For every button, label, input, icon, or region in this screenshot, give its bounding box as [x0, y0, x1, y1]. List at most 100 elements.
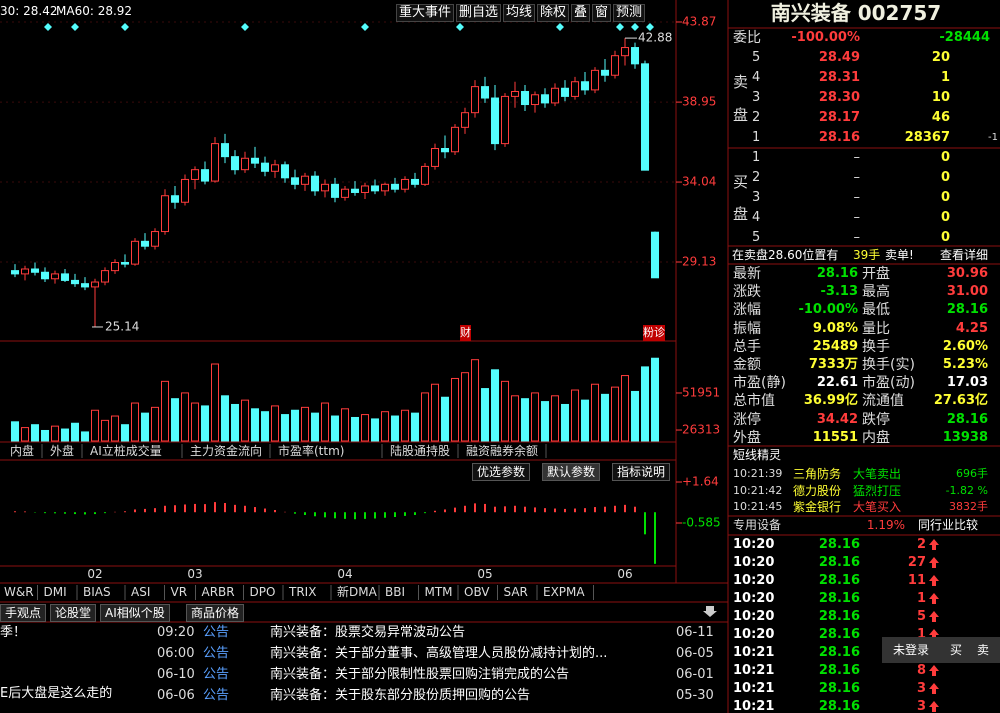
- candle-body: [481, 86, 489, 99]
- candle-body: [221, 143, 229, 158]
- login-bar: [882, 637, 1000, 663]
- industry-link[interactable]: 同行业比较: [918, 518, 979, 532]
- news-title[interactable]: 南兴装备：股票交易异常波动公告: [270, 625, 466, 640]
- volume-bar: [441, 396, 449, 442]
- news-tab[interactable]: 商品价格: [186, 604, 245, 622]
- event-diamond: [456, 23, 464, 31]
- indicator-tab[interactable]: OBV: [464, 585, 490, 599]
- candle-body: [31, 268, 39, 273]
- stat-value: 30.96: [946, 266, 988, 281]
- toolbar-button[interactable]: 除权: [537, 4, 570, 22]
- panel-tab[interactable]: 外盘: [50, 444, 75, 458]
- volume-bar: [401, 409, 409, 442]
- candle-body: [161, 195, 169, 233]
- volume-bar: [431, 383, 439, 442]
- sell-price: 28.17: [818, 110, 860, 125]
- volume-bar: [81, 431, 89, 442]
- stat-value: 5.23%: [942, 357, 988, 372]
- tick-volume: 3: [916, 699, 926, 713]
- panel-tab[interactable]: 主力资金流向: [190, 444, 263, 458]
- login-button[interactable]: 买: [950, 643, 963, 657]
- login-button[interactable]: 未登录: [893, 643, 930, 657]
- macd-button[interactable]: 优选参数: [472, 463, 531, 481]
- news-title[interactable]: 南兴装备：关于股东部分股份质押回购的公告: [270, 688, 531, 703]
- panel-tab[interactable]: AI立桩成交量: [90, 444, 162, 458]
- sprite-value: 696手: [956, 467, 988, 480]
- indicator-tab[interactable]: DPO: [249, 585, 276, 599]
- volume-bar: [201, 405, 209, 442]
- tick-price: 28.16: [818, 573, 860, 588]
- toolbar-button[interactable]: 重大事件: [396, 4, 455, 22]
- news-tag[interactable]: 公告: [203, 646, 230, 661]
- indicator-tab[interactable]: EXPMA: [543, 585, 585, 599]
- candle-body: [461, 112, 469, 128]
- stat-label: 涨幅: [733, 302, 761, 319]
- volume-bar: [331, 415, 339, 442]
- candle-body: [321, 183, 329, 192]
- candle-body: [81, 283, 89, 288]
- news-tab[interactable]: AI相似个股: [100, 604, 170, 622]
- event-diamond: [361, 23, 369, 31]
- indicator-tab[interactable]: ASI: [131, 585, 151, 599]
- macd-button[interactable]: 默认参数: [542, 463, 601, 481]
- stat-label: 振幅: [733, 320, 761, 337]
- toolbar-button[interactable]: 窗: [592, 4, 612, 22]
- indicator-tab[interactable]: SAR: [503, 585, 528, 599]
- news-tab[interactable]: 论股堂: [50, 604, 97, 622]
- stat-value: 28.16: [946, 302, 988, 318]
- up-arrow: [929, 629, 939, 640]
- indicator-tab[interactable]: TRIX: [289, 585, 317, 599]
- indicator-tab[interactable]: 新DMA: [337, 585, 377, 599]
- volume-bar: [351, 416, 359, 442]
- toolbar-button[interactable]: 均线: [503, 4, 536, 22]
- candle-body: [591, 69, 599, 91]
- indicator-tab[interactable]: ARBR: [201, 585, 235, 599]
- tick-time: 10:20: [733, 627, 775, 642]
- month-label: 05: [477, 567, 493, 581]
- notice-link[interactable]: 查看详细: [940, 248, 989, 262]
- indicator-tab[interactable]: BIAS: [83, 585, 111, 599]
- news-time: 09:20: [157, 625, 195, 640]
- candle-body: [571, 81, 579, 97]
- indicator-tab[interactable]: VR: [170, 585, 188, 599]
- news-title[interactable]: 南兴装备：关于部分限制性股票回购注销完成的公告: [270, 667, 570, 682]
- indicator-tab[interactable]: BBI: [385, 585, 406, 599]
- indicator-tab[interactable]: MTM: [424, 585, 453, 599]
- news-tag[interactable]: 公告: [203, 667, 230, 682]
- indicator-tab[interactable]: DMI: [43, 585, 67, 599]
- tick-price: 28.16: [818, 699, 860, 713]
- news-tag[interactable]: 公告: [203, 688, 230, 703]
- news-title[interactable]: 南兴装备：关于部分董事、高级管理人员股份减持计划的...: [270, 646, 608, 661]
- volume-bar: [601, 393, 609, 442]
- panel-tab[interactable]: 市盈率(ttm): [278, 444, 345, 458]
- candle-body: [631, 47, 639, 65]
- panel-tab[interactable]: 陆股通持股: [390, 444, 451, 458]
- tick-price: 28.16: [818, 681, 860, 696]
- candle-body: [411, 178, 419, 185]
- news-tag[interactable]: 公告: [203, 625, 230, 640]
- news-date: 06-11: [676, 625, 714, 640]
- login-button[interactable]: 卖: [977, 643, 990, 657]
- tick-volume: 1: [916, 591, 926, 606]
- volume-bar: [631, 390, 639, 442]
- stat-label: 涨跌: [733, 284, 761, 301]
- candle-body: [491, 97, 499, 145]
- sell-price: 28.49: [818, 50, 860, 65]
- weibi-label: 委比: [733, 30, 761, 46]
- panel-tab[interactable]: 内盘: [10, 444, 35, 458]
- toolbar-button[interactable]: 删自选: [456, 4, 502, 22]
- buy-price: –: [853, 190, 861, 205]
- toolbar-button[interactable]: 叠: [571, 4, 591, 22]
- side-label: 盘: [733, 205, 749, 223]
- macd-button[interactable]: 指标说明: [612, 463, 671, 481]
- news-tab[interactable]: 手观点: [0, 604, 47, 622]
- tick-time: 10:21: [733, 645, 775, 660]
- toolbar-button[interactable]: 预测: [613, 4, 646, 22]
- stat-value: -10.00%: [798, 302, 858, 318]
- panel-tab[interactable]: 融资融券余额: [466, 444, 539, 458]
- indicator-tab[interactable]: W&R: [4, 585, 34, 599]
- candle-body: [201, 169, 209, 182]
- sprite-time: 10:21:45: [733, 500, 783, 513]
- volume-bar: [171, 398, 179, 442]
